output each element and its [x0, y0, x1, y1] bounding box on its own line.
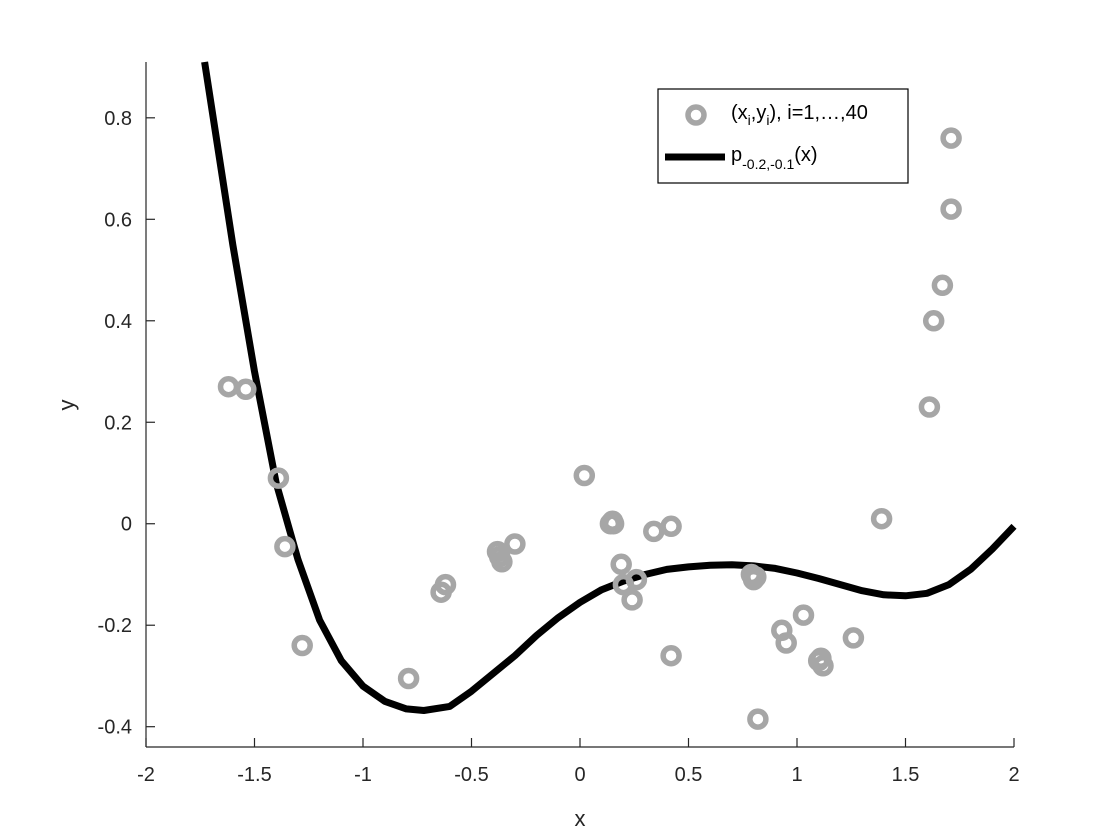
- x-tick-label: 0: [574, 764, 585, 786]
- data-point: [291, 634, 313, 657]
- data-point: [870, 507, 893, 530]
- y-tick-label: -0.4: [98, 717, 132, 739]
- data-point: [940, 127, 962, 149]
- x-tick-label: -1: [354, 764, 372, 786]
- x-tick-label: -1.5: [237, 764, 271, 786]
- legend: (xi,yi), i=1,…,40 p-0.2,-0.1(x): [657, 88, 909, 184]
- data-point: [599, 512, 622, 535]
- data-point: [842, 627, 865, 649]
- data-point: [397, 667, 420, 690]
- data-point: [488, 545, 511, 568]
- legend-label-points: (xi,yi), i=1,…,40: [731, 102, 868, 128]
- y-tick-label: -0.2: [98, 615, 132, 637]
- x-tick-label: -0.5: [454, 764, 488, 786]
- data-point: [274, 535, 296, 558]
- x-tick-labels: -2 -1.5 -1 -0.5 0 0.5 1 1.5 2: [137, 764, 1019, 786]
- data-point: [625, 568, 648, 591]
- legend-marker-points: [685, 104, 707, 126]
- x-tick-label: 1.5: [892, 764, 920, 786]
- data-point: [775, 632, 797, 654]
- data-point: [267, 467, 290, 489]
- data-point: [504, 533, 526, 555]
- x-axis-title: x: [575, 806, 586, 831]
- data-point: [918, 396, 941, 418]
- data-point: [747, 708, 769, 730]
- data-point: [940, 198, 962, 220]
- data-point: [660, 515, 682, 538]
- x-tick-label: -2: [137, 764, 155, 786]
- y-tick-label: 0.6: [104, 209, 132, 231]
- data-point: [573, 464, 596, 487]
- x-tick-label: 1: [791, 764, 802, 786]
- data-point: [931, 274, 954, 297]
- curve-line: [201, 61, 1017, 714]
- x-tick-label: 2: [1008, 764, 1019, 786]
- y-tick-label: 0.8: [104, 108, 132, 130]
- y-tick-label: 0.2: [104, 412, 132, 434]
- axes: [145, 62, 1015, 748]
- data-point: [434, 573, 457, 596]
- legend-label-curve: p-0.2,-0.1(x): [731, 144, 818, 172]
- y-axis-title: y: [54, 400, 79, 411]
- y-tick-label: 0: [121, 514, 132, 536]
- x-tick-label: 0.5: [675, 764, 703, 786]
- data-point: [660, 644, 682, 667]
- y-tick-labels: -0.4 -0.2 0 0.2 0.4 0.6 0.8: [98, 108, 132, 739]
- plot-area: [201, 61, 1017, 730]
- y-tick-label: 0.4: [104, 311, 132, 333]
- data-point: [807, 649, 830, 672]
- data-point: [235, 378, 257, 401]
- legend-box: [657, 88, 909, 184]
- data-point: [742, 568, 765, 591]
- data-point: [922, 310, 945, 332]
- data-point: [621, 589, 643, 611]
- data-point: [792, 604, 815, 626]
- data-point: [610, 553, 632, 576]
